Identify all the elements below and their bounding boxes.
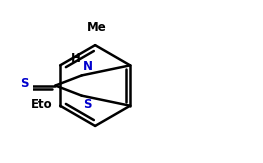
Text: S: S	[20, 77, 28, 90]
Text: S: S	[83, 98, 91, 111]
Text: Me: Me	[87, 21, 107, 34]
Text: H: H	[71, 52, 80, 65]
Text: Eto: Eto	[31, 98, 52, 111]
Text: N: N	[83, 60, 93, 73]
